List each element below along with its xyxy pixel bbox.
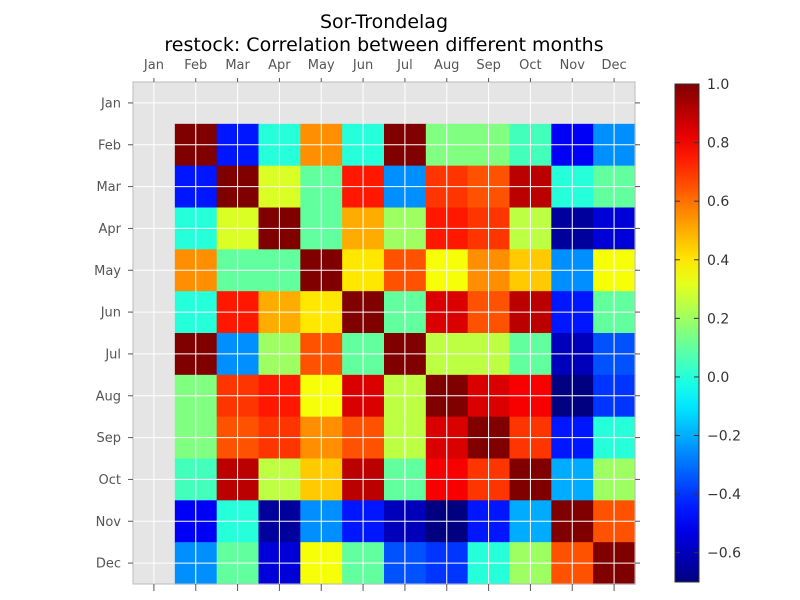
y-tick-label: Dec [96, 557, 121, 572]
x-tick-label: Dec [602, 58, 627, 73]
y-tick-label: Nov [96, 515, 122, 530]
y-tick-label: Sep [96, 431, 121, 446]
x-tick-label: Nov [560, 58, 586, 73]
y-tick-label: Jul [104, 347, 121, 362]
colorbar-tick-label: 0.2 [707, 311, 729, 327]
x-axis: Jan Feb Mar Apr May Jun Jul Aug Sep Oct Nov Dec [143, 58, 627, 591]
colorbar-tick-label: −0.4 [707, 487, 741, 503]
x-tick-label: Feb [184, 58, 207, 73]
y-tick-label: Jun [100, 306, 121, 321]
colorbar-tick-label: −0.2 [707, 429, 741, 445]
x-tick-label: Jan [143, 58, 164, 73]
x-tick-label: Jul [396, 58, 413, 73]
y-axis: Jan Feb Mar Apr May Jun Jul Aug Sep Oct Nov Dec [94, 96, 640, 572]
y-tick-label: Aug [96, 389, 121, 404]
colorbar-tick-label: 0.8 [707, 136, 729, 152]
x-tick-label: Oct [519, 58, 541, 73]
x-tick-label: May [308, 58, 335, 73]
y-tick-label: Oct [99, 473, 121, 488]
x-tick-label: Jun [352, 58, 373, 73]
gridlines [133, 82, 635, 584]
colorbar-tick-label: −0.6 [707, 546, 741, 562]
chart-title: Sor-Trondelag [320, 11, 448, 33]
chart-subtitle: restock: Correlation between different m… [164, 34, 603, 56]
y-tick-label: Feb [98, 138, 121, 153]
y-tick-label: May [94, 264, 121, 279]
plot-area [133, 82, 636, 585]
x-tick-label: Mar [225, 58, 250, 73]
colorbar-gradient [674, 83, 700, 583]
y-tick-label: Mar [96, 180, 121, 195]
colorbar-tick-label: 0.4 [707, 253, 729, 269]
plot-frame [132, 81, 636, 585]
x-tick-label: Apr [268, 58, 291, 73]
y-tick-label: Jan [100, 96, 121, 111]
colorbar: 1.0 0.8 0.6 0.4 0.2 0.0 −0.2 −0.4 −0.6 [674, 77, 741, 583]
x-tick-label: Aug [434, 58, 459, 73]
colorbar-tick-label: 0.6 [707, 194, 729, 210]
colorbar-tick-label: 1.0 [707, 77, 729, 93]
x-tick-label: Sep [476, 58, 501, 73]
colorbar-tick-label: 0.0 [707, 370, 729, 386]
y-tick-label: Apr [99, 222, 122, 237]
